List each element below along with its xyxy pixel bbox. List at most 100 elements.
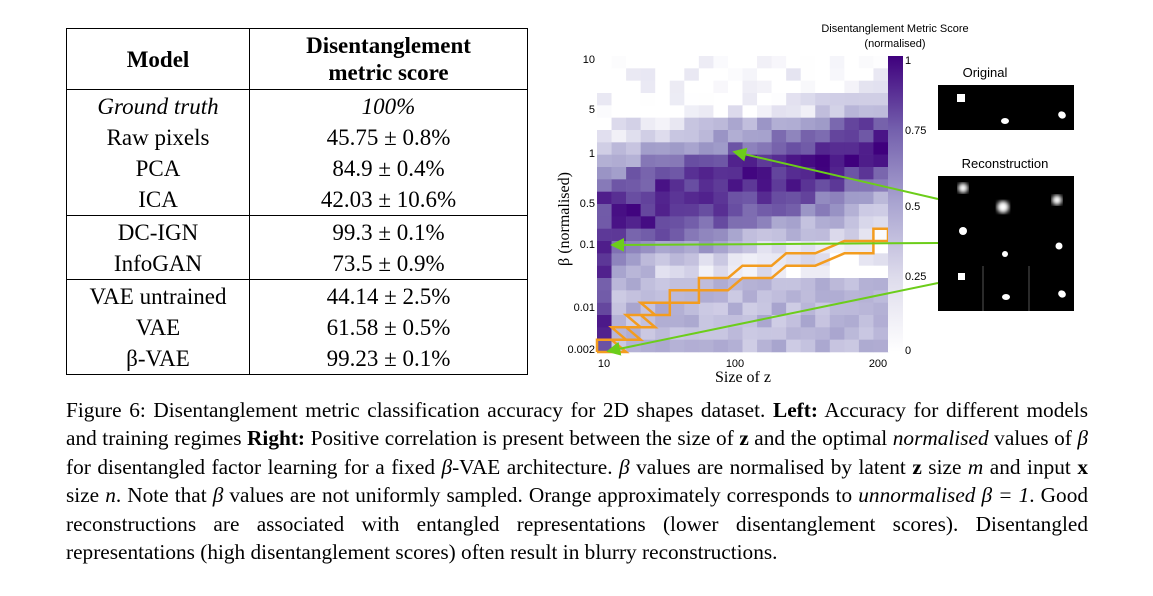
heatmap-cell bbox=[597, 179, 612, 192]
heatmap-cell bbox=[800, 339, 816, 353]
heatmap-cell bbox=[786, 80, 801, 94]
heatmap-cell bbox=[829, 278, 845, 291]
heatmap-cell bbox=[669, 216, 685, 229]
heatmap-cell bbox=[640, 327, 656, 340]
heatmap-cell bbox=[655, 142, 671, 155]
caption-text: values of bbox=[988, 426, 1078, 451]
heatmap-cell bbox=[597, 105, 612, 118]
heatmap-cell bbox=[844, 105, 860, 118]
heatmap-cell bbox=[698, 142, 714, 155]
heatmap-cell bbox=[684, 339, 700, 353]
heatmap-cell bbox=[771, 117, 787, 131]
heatmap-cell bbox=[873, 327, 889, 340]
heatmap-cell bbox=[597, 130, 612, 143]
heatmap-cell bbox=[611, 56, 627, 69]
heatmap-cell bbox=[727, 93, 743, 106]
heatmap-cell bbox=[786, 117, 801, 131]
results-table: Model Disentanglement metric score Groun… bbox=[66, 28, 528, 375]
heatmap-cell bbox=[626, 302, 641, 316]
table-row: PCA 84.9 ± 0.4% bbox=[66, 153, 528, 184]
heatmap-cell bbox=[727, 228, 743, 242]
heatmap-cell bbox=[742, 117, 758, 131]
heatmap-cell bbox=[815, 315, 831, 328]
heatmap-cell bbox=[669, 253, 685, 266]
heatmap-cell bbox=[713, 265, 729, 279]
heatmap-cell bbox=[873, 315, 889, 328]
caption-text: Positive correlation is present between … bbox=[305, 426, 740, 451]
heatmap-cell bbox=[655, 191, 671, 205]
caption-left-label: Left: bbox=[772, 398, 818, 422]
heatmap-cell bbox=[858, 339, 874, 353]
heatmap-cell bbox=[829, 327, 845, 340]
heatmap-cell bbox=[844, 327, 860, 340]
heatmap-cell bbox=[771, 80, 787, 94]
heatmap-cell bbox=[698, 93, 714, 106]
heatmap-cell bbox=[698, 80, 714, 94]
heatmap-cell bbox=[786, 142, 801, 155]
heatmap-cell bbox=[757, 117, 772, 131]
reconstruction-label: Reconstruction bbox=[962, 156, 1049, 171]
heatmap-cell bbox=[684, 278, 700, 291]
caption-x: x bbox=[1077, 454, 1088, 479]
heatmap-cell bbox=[742, 253, 758, 266]
heatmap-cell bbox=[858, 302, 874, 316]
caption-text: Accuracy for different models and traini… bbox=[66, 398, 1089, 451]
model-cell: ICA bbox=[66, 184, 250, 216]
heatmap-cell bbox=[597, 154, 612, 168]
heatmap-cell bbox=[844, 339, 860, 353]
heatmap-cell bbox=[800, 191, 816, 205]
heatmap-cell bbox=[698, 204, 714, 217]
table-row: ICA 42.03 ± 10.6% bbox=[66, 184, 528, 216]
heatmap-cell bbox=[655, 204, 671, 217]
heatmap-cell bbox=[669, 315, 685, 328]
heatmap-cell bbox=[815, 117, 831, 131]
heatmap-cell bbox=[713, 216, 729, 229]
heatmap-cell bbox=[626, 154, 641, 168]
heatmap-cell bbox=[873, 339, 889, 353]
heatmap-cell bbox=[669, 56, 685, 69]
heatmap-cell bbox=[684, 80, 700, 94]
heatmap-cell bbox=[786, 179, 801, 192]
heatmap-cell bbox=[640, 216, 656, 229]
heatmap-cell bbox=[844, 68, 860, 81]
heatmap-cell bbox=[858, 290, 874, 303]
heatmap-cell bbox=[597, 56, 612, 69]
heatmap-cell bbox=[742, 278, 758, 291]
heatmap-cell bbox=[771, 204, 787, 217]
heatmap-cell bbox=[844, 130, 860, 143]
heatmap-cell bbox=[684, 315, 700, 328]
heatmap-cell bbox=[757, 278, 772, 291]
heatmap-cell bbox=[640, 105, 656, 118]
heatmap-cell bbox=[771, 142, 787, 155]
heatmap-cell bbox=[829, 130, 845, 143]
heatmap-cell bbox=[669, 290, 685, 303]
x-ticks: 10 100 200 bbox=[598, 358, 887, 370]
heatmap-cell bbox=[713, 241, 729, 254]
heatmap-cell bbox=[626, 68, 641, 81]
heatmap-cell bbox=[698, 117, 714, 131]
heatmap-cell bbox=[742, 302, 758, 316]
heatmap-cell bbox=[771, 339, 787, 353]
heatmap-cell bbox=[713, 117, 729, 131]
caption-text: size bbox=[66, 483, 106, 508]
heatmap-cell bbox=[626, 204, 641, 217]
heatmap-cell bbox=[742, 130, 758, 143]
caption-z: z bbox=[739, 426, 749, 451]
heatmap-cell bbox=[742, 179, 758, 192]
heatmap-cell bbox=[655, 68, 671, 81]
caption-text: values are normalised by latent bbox=[629, 454, 913, 479]
heatmap-cell bbox=[757, 191, 772, 205]
heatmap-cell bbox=[597, 204, 612, 217]
heatmap-cell bbox=[815, 216, 831, 229]
heatmap-cell bbox=[611, 241, 627, 254]
heatmap-cell bbox=[669, 339, 685, 353]
original-label: Original bbox=[963, 65, 1008, 80]
caption-text: -VAE architecture. bbox=[452, 454, 620, 479]
heatmap-cell bbox=[742, 68, 758, 81]
heatmap-cell bbox=[713, 179, 729, 192]
heatmap-cell bbox=[727, 130, 743, 143]
heatmap-cell bbox=[844, 278, 860, 291]
heatmap-cell bbox=[698, 216, 714, 229]
header-score-line2: metric score bbox=[328, 60, 449, 85]
heatmap-cell bbox=[844, 154, 860, 168]
